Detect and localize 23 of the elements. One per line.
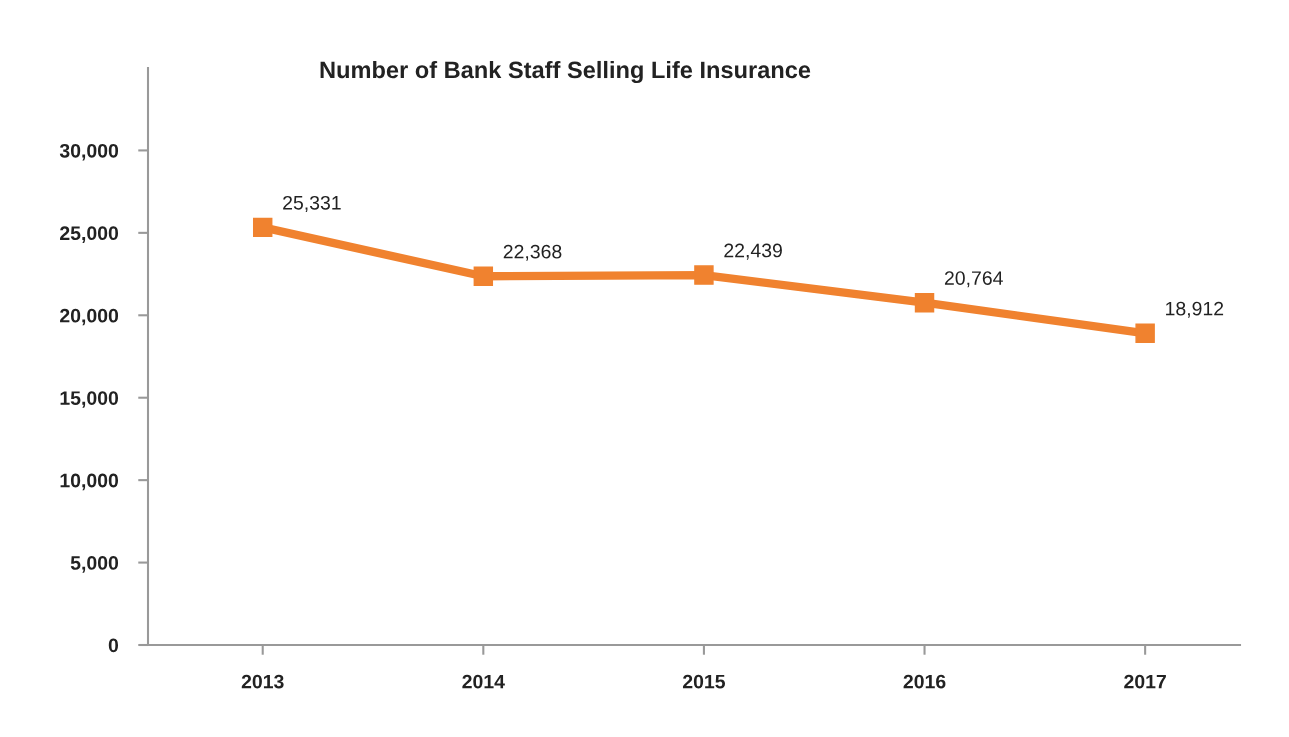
y-tick-label: 20,000	[60, 308, 119, 326]
point	[914, 292, 935, 313]
y-tick-label: 25,000	[60, 226, 119, 243]
point	[694, 265, 714, 285]
x-tick-label: 2013	[241, 674, 284, 689]
text: 22,439	[724, 243, 782, 260]
y-tick-label: 10,000	[60, 473, 119, 491]
x-tick-label: 2014	[462, 674, 505, 689]
text: 20,764	[944, 271, 1003, 288]
x-tick-label: 2017	[1124, 674, 1166, 689]
y-tick-label: 15,000	[60, 391, 119, 408]
text: 25,331	[283, 195, 341, 212]
x-tick-label: 2015	[682, 674, 726, 689]
y-tick-label: 30,000	[59, 143, 119, 161]
text: 18,912	[1166, 301, 1224, 318]
point	[1135, 323, 1155, 343]
text: 22,368	[503, 244, 562, 261]
y-tick-label: 5,000	[70, 556, 119, 573]
y-tick-label: 0	[108, 638, 119, 653]
chart-title: Number of Bank Staff Selling Life Insurance	[320, 60, 811, 84]
point	[473, 266, 494, 286]
point	[252, 217, 273, 238]
x-tick-label: 2016	[903, 674, 946, 689]
